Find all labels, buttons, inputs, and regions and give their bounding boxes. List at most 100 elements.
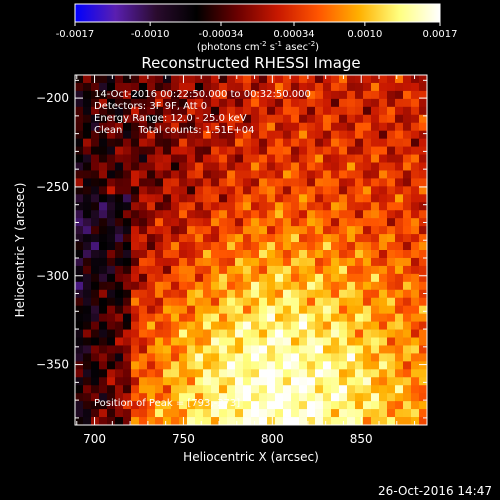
heatmap-cell	[339, 82, 348, 92]
heatmap-cell	[307, 385, 316, 394]
heatmap-cell	[339, 361, 348, 370]
heatmap-cell	[203, 409, 212, 418]
heatmap-cell	[187, 242, 196, 251]
heatmap-cell	[419, 393, 427, 402]
heatmap-cell	[419, 194, 427, 203]
heatmap-cell	[347, 361, 356, 370]
heatmap-cell	[387, 218, 396, 227]
heatmap-cell	[195, 321, 204, 330]
heatmap-cell	[275, 313, 284, 322]
heatmap-cell	[355, 257, 364, 267]
heatmap-cell	[115, 313, 124, 322]
heatmap-cell	[371, 162, 380, 171]
footer-timestamp: 26-Oct-2016 14:47	[378, 484, 492, 498]
heatmap-cell	[99, 281, 108, 291]
heatmap-cell	[163, 377, 172, 386]
heatmap-cell	[179, 210, 188, 219]
heatmap-cell	[331, 75, 340, 84]
heatmap-cell	[115, 82, 124, 92]
heatmap-cell	[203, 265, 212, 275]
heatmap-cell	[323, 122, 332, 132]
heatmap-cell	[283, 106, 292, 116]
heatmap-cell	[115, 170, 124, 179]
heatmap-cell	[283, 146, 292, 155]
heatmap-cell	[227, 401, 236, 410]
heatmap-cell	[419, 265, 427, 275]
heatmap-cell	[403, 273, 412, 283]
heatmap-cell	[235, 82, 244, 92]
heatmap-cell	[395, 401, 404, 410]
heatmap-cell	[395, 250, 404, 259]
heatmap-cell	[251, 106, 260, 116]
heatmap-cell	[371, 321, 380, 330]
x-axis-ticks: 700 750 800 850	[76, 75, 416, 446]
heatmap-cell	[155, 90, 164, 100]
heatmap-cell	[411, 281, 420, 291]
heatmap-cell	[171, 90, 180, 100]
heatmap-cell	[243, 250, 252, 259]
heatmap-cell	[219, 393, 228, 402]
heatmap-cell	[347, 401, 356, 410]
heatmap-cell	[99, 242, 108, 251]
heatmap-cell	[123, 321, 132, 330]
heatmap-cell	[307, 210, 316, 219]
heatmap-cell	[299, 130, 308, 140]
heatmap-cell	[235, 297, 244, 307]
heatmap-cell	[203, 401, 212, 410]
heatmap-cell	[395, 130, 404, 140]
heatmap-cell	[227, 417, 236, 425]
heatmap-cell	[363, 257, 372, 267]
heatmap-cell	[411, 202, 420, 211]
heatmap-cell	[219, 305, 228, 315]
heatmap-cell	[331, 385, 340, 394]
heatmap-cell	[347, 353, 356, 362]
heatmap-cell	[91, 273, 100, 283]
heatmap-cell	[83, 265, 92, 275]
heatmap-cell	[283, 82, 292, 92]
heatmap-cell	[251, 297, 260, 307]
heatmap-cell	[323, 106, 332, 116]
heatmap-cell	[379, 82, 388, 92]
heatmap-cell	[267, 321, 276, 330]
heatmap-cell	[171, 337, 180, 346]
heatmap-cell	[291, 138, 300, 147]
heatmap-cell	[307, 75, 316, 84]
heatmap-cell	[171, 234, 180, 243]
heatmap-cell	[139, 98, 148, 108]
heatmap-cell	[147, 401, 156, 410]
heatmap-cell	[259, 393, 268, 402]
heatmap-cell	[123, 186, 132, 195]
heatmap-cell	[267, 337, 276, 346]
heatmap-cell	[275, 289, 284, 299]
heatmap-cell	[163, 289, 172, 299]
heatmap-cell	[339, 281, 348, 291]
heatmap-cell	[323, 82, 332, 92]
heatmap-cell	[123, 194, 132, 203]
heatmap-cell	[83, 226, 92, 235]
heatmap-cell	[419, 257, 427, 267]
heatmap-cell	[323, 90, 332, 100]
heatmap-cell	[275, 409, 284, 418]
heatmap-cell	[139, 154, 148, 163]
heatmap-cell	[83, 234, 92, 243]
heatmap-cell	[259, 226, 268, 235]
heatmap-cell	[203, 385, 212, 394]
heatmap-cell	[139, 401, 148, 410]
heatmap-cell	[419, 401, 427, 410]
heatmap-cell	[275, 98, 284, 108]
heatmap-cell	[187, 401, 196, 410]
heatmap-cell	[331, 353, 340, 362]
heatmap-cell	[283, 401, 292, 410]
heatmap-cell	[219, 226, 228, 235]
heatmap-cell	[251, 321, 260, 330]
heatmap-cell	[219, 321, 228, 330]
heatmap-cell	[323, 234, 332, 243]
heatmap-cell	[75, 385, 84, 394]
heatmap-cell	[99, 329, 108, 338]
heatmap-cell	[395, 297, 404, 307]
heatmap-cell	[147, 186, 156, 195]
heatmap-cell	[403, 242, 412, 251]
heatmap-cell	[195, 114, 204, 124]
heatmap-cell	[115, 210, 124, 219]
heatmap-cell	[403, 130, 412, 140]
